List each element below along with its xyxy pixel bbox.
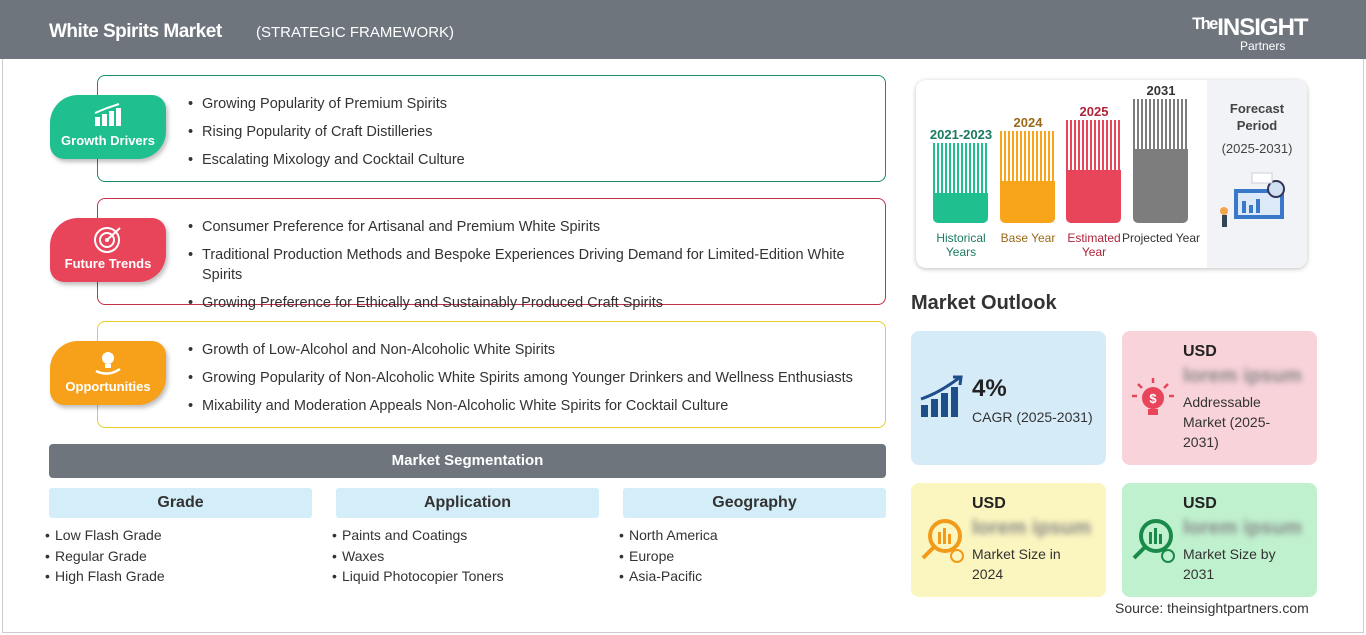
market-segmentation-title: Market Segmentation xyxy=(49,444,886,478)
timeline-year: 2031 xyxy=(1146,83,1176,98)
content-frame xyxy=(2,59,1364,633)
magnifier-chart-icon xyxy=(1132,519,1175,563)
opportunities-list: Growth of Low-Alcohol and Non-Alcoholic … xyxy=(188,340,878,424)
svg-text:$: $ xyxy=(1149,391,1157,406)
insight-partners-logo: ᵀʰᵉINSIGHT Partners xyxy=(1192,14,1309,53)
segment-application: Application Paints and CoatingsWaxesLiqu… xyxy=(332,488,599,587)
lightbulb-dollar-icon: $ xyxy=(1132,378,1174,415)
list-item: Growth of Low-Alcohol and Non-Alcoholic … xyxy=(188,340,878,360)
list-item: Escalating Mixology and Cocktail Culture xyxy=(188,150,465,170)
growth-drivers-badge: Growth Drivers xyxy=(50,95,166,159)
opportunities-badge: Opportunities xyxy=(50,341,166,405)
list-item: Mixability and Moderation Appeals Non-Al… xyxy=(188,396,878,416)
list-item: Asia-Pacific xyxy=(619,566,882,587)
segment-geography: Geography North AmericaEuropeAsia-Pacifi… xyxy=(619,488,886,587)
list-item: North America xyxy=(619,525,882,546)
timeline-year: 2024 xyxy=(1013,115,1043,130)
addressable-market-card: $ USD lorem ipsum Addressable Market (20… xyxy=(1122,331,1317,465)
market-size-2024-card: USD lorem ipsum Market Size in 2024 xyxy=(911,483,1106,597)
list-item: Low Flash Grade xyxy=(45,525,308,546)
list-item: Consumer Preference for Artisanal and Pr… xyxy=(188,217,878,237)
list-item: Growing Preference for Ethically and Sus… xyxy=(188,293,878,313)
magnifier-chart-icon xyxy=(921,519,964,563)
timeline-bar xyxy=(1000,131,1055,223)
list-item: Growing Popularity of Premium Spirits xyxy=(188,94,465,114)
growth-chart-icon xyxy=(94,103,121,126)
timeline-bar xyxy=(933,143,988,223)
timeline-bar xyxy=(1133,99,1188,223)
segment-grade: Grade Low Flash GradeRegular GradeHigh F… xyxy=(45,488,312,587)
list-item: High Flash Grade xyxy=(45,566,308,587)
market-outlook-title: Market Outlook xyxy=(911,292,1057,314)
future-trends-badge: Future Trends xyxy=(50,218,166,282)
timeline-label: Base Year xyxy=(1000,231,1056,245)
growth-chart-icon xyxy=(920,375,963,417)
cagr-card: 4% CAGR (2025-2031) xyxy=(911,331,1106,465)
future-trends-list: Consumer Preference for Artisanal and Pr… xyxy=(188,217,878,321)
list-item: Rising Popularity of Craft Distilleries xyxy=(188,122,465,142)
list-item: Europe xyxy=(619,546,882,567)
list-item: Growing Popularity of Non-Alcoholic Whit… xyxy=(188,368,878,388)
growth-drivers-list: Growing Popularity of Premium Spirits Ri… xyxy=(188,94,465,178)
timeline-bar xyxy=(1066,120,1121,223)
page-subtitle: (STRATEGIC FRAMEWORK) xyxy=(256,24,455,41)
market-size-2031-card: USD lorem ipsum Market Size by 2031 xyxy=(1122,483,1317,597)
timeline-label: Projected Year xyxy=(1121,231,1201,245)
analytics-illustration-icon xyxy=(1220,172,1285,227)
list-item: Waxes xyxy=(332,546,595,567)
timeline-label: Historical Years xyxy=(936,231,986,259)
list-item: Traditional Production Methods and Bespo… xyxy=(188,245,878,285)
target-icon xyxy=(94,227,121,253)
timeline-year: 2025 xyxy=(1079,104,1109,119)
source-text: Source: theinsightpartners.com xyxy=(1115,600,1309,616)
header: White Spirits Market (STRATEGIC FRAMEWOR… xyxy=(0,0,1366,59)
timeline-label: Estimated Year xyxy=(1067,231,1121,259)
page-title: White Spirits Market xyxy=(49,21,222,42)
list-item: Paints and Coatings xyxy=(332,525,595,546)
forecast-period: Forecast Period (2025-2031) xyxy=(1207,80,1307,268)
list-item: Liquid Photocopier Toners xyxy=(332,566,595,587)
timeline-year: 2021-2023 xyxy=(929,127,993,142)
lightbulb-hand-icon xyxy=(95,352,121,375)
list-item: Regular Grade xyxy=(45,546,308,567)
timeline-card: 2021-2023 Historical Years 2024 Base Year 20… xyxy=(916,80,1307,268)
